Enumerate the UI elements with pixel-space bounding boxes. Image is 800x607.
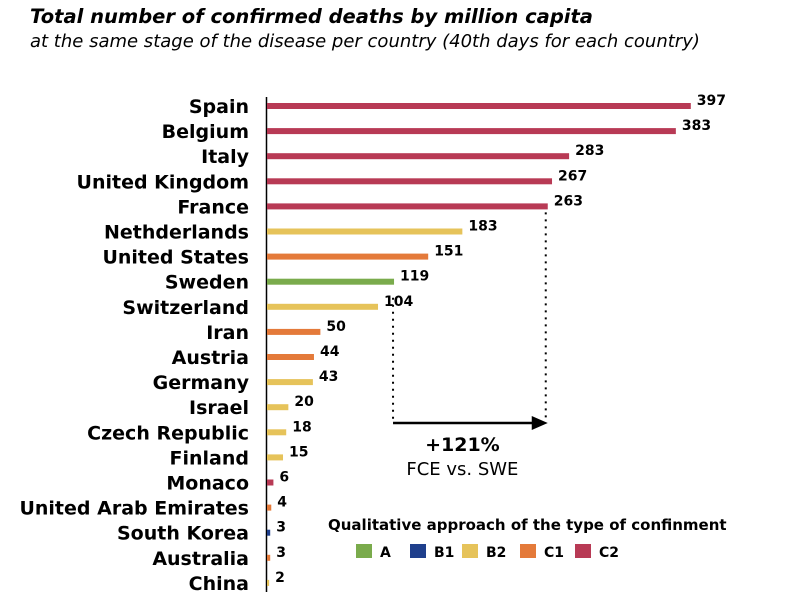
legend: Qualitative approach of the type of conf… xyxy=(328,516,727,561)
category-label-monaco: Monaco xyxy=(166,473,249,495)
category-label-iran: Iran xyxy=(206,322,249,344)
value-label-czech-republic: 18 xyxy=(292,419,311,435)
value-label-nethderlands: 183 xyxy=(468,219,497,235)
bar-israel xyxy=(267,404,289,411)
category-label-sweden: Sweden xyxy=(165,272,249,294)
value-label-iran: 50 xyxy=(326,319,346,335)
value-label-israel: 20 xyxy=(294,394,314,410)
legend-label-c2: C2 xyxy=(599,545,619,561)
bar-france xyxy=(267,203,548,210)
legend-title: Qualitative approach of the type of conf… xyxy=(328,516,727,534)
value-label-spain: 397 xyxy=(697,93,726,109)
value-label-france: 263 xyxy=(554,193,583,209)
category-label-belgium: Belgium xyxy=(162,121,249,143)
category-label-united-arab-emirates: United Arab Emirates xyxy=(19,498,249,520)
category-label-austria: Austria xyxy=(172,347,249,369)
value-label-united-kingdom: 267 xyxy=(558,168,587,184)
category-label-finland: Finland xyxy=(170,447,249,469)
bar-south-korea xyxy=(267,529,271,536)
legend-swatch-b1 xyxy=(410,544,426,558)
category-label-france: France xyxy=(177,196,249,218)
bar-china xyxy=(267,579,270,586)
annotation-arrow-head xyxy=(531,416,548,430)
category-label-israel: Israel xyxy=(189,397,249,419)
annotation-label: +121% xyxy=(425,434,500,456)
legend-label-b1: B1 xyxy=(434,545,454,561)
bar-nethderlands xyxy=(267,228,463,235)
bar-united-states xyxy=(267,253,429,260)
category-label-germany: Germany xyxy=(153,372,250,394)
category-label-south-korea: South Korea xyxy=(117,523,249,545)
bar-sweden xyxy=(267,278,395,285)
legend-swatch-c2 xyxy=(575,544,591,558)
category-label-switzerland: Switzerland xyxy=(122,297,249,319)
value-label-united-states: 151 xyxy=(434,244,463,260)
legend-label-a: A xyxy=(380,545,391,561)
value-label-sweden: 119 xyxy=(400,269,429,285)
bar-czech-republic xyxy=(267,429,287,436)
value-label-austria: 44 xyxy=(320,344,340,360)
bar-spain xyxy=(267,103,691,109)
chart-title: Total number of confirmed deaths by mill… xyxy=(30,5,593,28)
bar-iran xyxy=(267,328,321,335)
category-label-united-states: United States xyxy=(102,247,249,269)
value-label-germany: 43 xyxy=(319,369,338,385)
category-label-italy: Italy xyxy=(201,146,249,168)
annotation-sublabel: FCE vs. SWE xyxy=(406,459,518,480)
bar-belgium xyxy=(267,128,676,135)
legend-label-b2: B2 xyxy=(486,545,506,561)
bar-italy xyxy=(267,153,570,160)
bar-switzerland xyxy=(267,303,379,310)
value-label-finland: 15 xyxy=(289,444,308,460)
value-label-italy: 283 xyxy=(575,143,604,159)
bar-monaco xyxy=(267,479,274,486)
value-label-south-korea: 3 xyxy=(276,520,286,536)
category-label-australia: Australia xyxy=(152,548,249,570)
value-label-belgium: 383 xyxy=(682,118,711,134)
legend-swatch-c1 xyxy=(520,544,536,558)
bar-united-arab-emirates xyxy=(267,504,272,511)
legend-swatch-b2 xyxy=(462,544,478,558)
bar-germany xyxy=(267,379,313,386)
bar-australia xyxy=(267,554,271,561)
legend-label-c1: C1 xyxy=(544,545,564,561)
legend-swatch-a xyxy=(356,544,372,558)
value-label-china: 2 xyxy=(275,570,285,586)
value-label-monaco: 6 xyxy=(279,470,289,486)
bar-finland xyxy=(267,454,284,461)
category-label-spain: Spain xyxy=(189,96,249,118)
category-label-nethderlands: Nethderlands xyxy=(104,222,249,244)
chart-subtitle: at the same stage of the disease per cou… xyxy=(30,31,700,52)
bar-austria xyxy=(267,354,314,360)
value-label-switzerland: 104 xyxy=(384,294,413,310)
category-label-united-kingdom: United Kingdom xyxy=(77,171,249,193)
bar-united-kingdom xyxy=(267,178,553,185)
category-label-china: China xyxy=(189,573,249,595)
value-label-australia: 3 xyxy=(276,545,286,561)
category-label-czech-republic: Czech Republic xyxy=(87,422,249,444)
value-label-united-arab-emirates: 4 xyxy=(277,495,287,511)
